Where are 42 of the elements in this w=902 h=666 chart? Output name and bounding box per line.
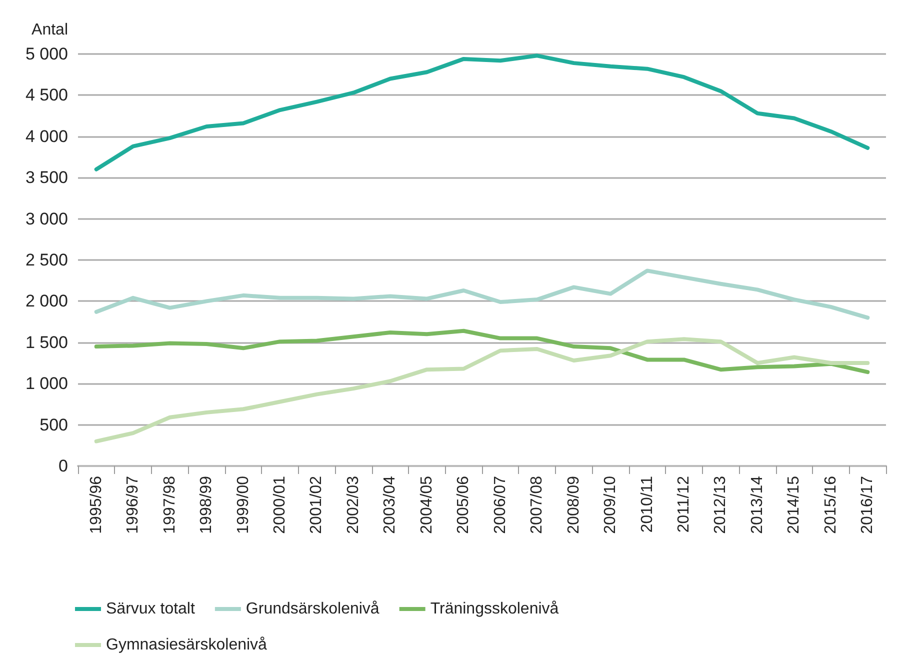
x-tick-label: 2005/06 <box>455 476 472 534</box>
x-tick-label: 1995/96 <box>88 476 105 534</box>
x-tick-label: 2014/15 <box>786 476 803 534</box>
x-tick-label: 2008/09 <box>565 476 582 534</box>
y-tick-label: 2 500 <box>25 250 68 270</box>
y-tick-label: 4 000 <box>25 126 68 146</box>
x-tick-label: 2006/07 <box>492 476 509 534</box>
x-tick-label: 2003/04 <box>382 476 399 534</box>
x-tick-label: 2012/13 <box>712 476 730 534</box>
x-tick-label: 2016/17 <box>859 476 876 534</box>
x-tick-label: 2009/10 <box>602 476 620 534</box>
y-tick-label: 500 <box>40 415 68 434</box>
y-tick-label: 3 000 <box>25 209 68 228</box>
y-tick-label: 0 <box>58 456 68 476</box>
x-tick-label: 2007/08 <box>528 476 546 534</box>
x-tick-label: 1997/98 <box>161 476 178 534</box>
x-tick-label: 2015/16 <box>822 476 840 534</box>
x-tick-label: 2010/11 <box>638 476 656 533</box>
legend-label: Gymnasiesärskolenivå <box>106 636 268 654</box>
line-series <box>94 328 870 374</box>
y-tick-label: 4 500 <box>25 86 68 105</box>
x-tick-label: 2002/03 <box>344 476 362 534</box>
x-tick-label: 2004/05 <box>418 476 436 534</box>
x-tick-label: 1996/97 <box>124 476 142 534</box>
x-tick-label: 1999/00 <box>234 476 252 534</box>
x-tick-label: 2011/12 <box>676 476 692 533</box>
y-tick-label: 2 000 <box>25 292 68 311</box>
line-series <box>94 54 870 172</box>
x-tick-label: 2000/01 <box>272 476 288 534</box>
legend-label: Träningsskolenivå <box>430 600 559 618</box>
legend-label: Särvux totalt <box>106 600 196 618</box>
x-tick-label: 2013/14 <box>748 476 766 534</box>
y-tick-label: 1 000 <box>25 374 68 394</box>
y-tick-label: 3 500 <box>25 168 68 188</box>
line-series <box>94 337 870 444</box>
x-tick-label: 2001/02 <box>308 476 326 534</box>
legend-label: Grundsärskolenivå <box>246 600 380 618</box>
y-tick-label: 1 500 <box>25 332 68 352</box>
y-axis-title: Antal <box>32 22 68 38</box>
y-tick-label: 5 000 <box>25 44 68 64</box>
x-tick-label: 1998/99 <box>198 476 216 534</box>
line-series <box>94 268 870 320</box>
